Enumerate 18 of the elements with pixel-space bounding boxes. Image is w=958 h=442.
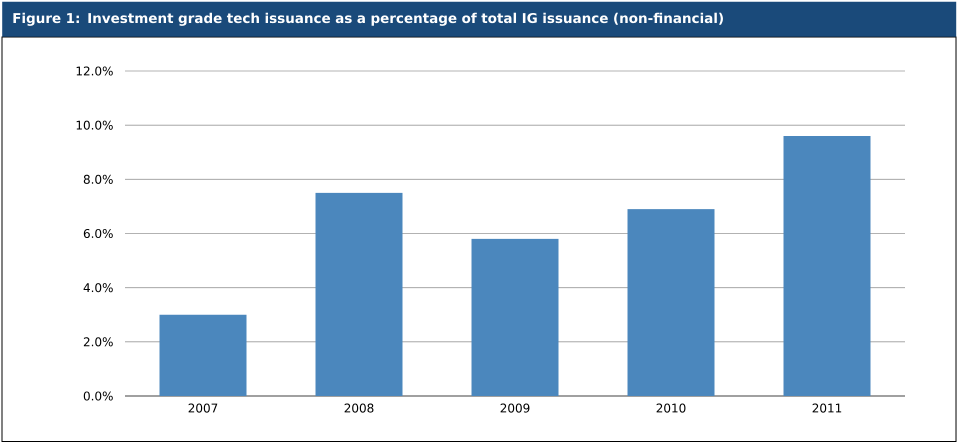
x-tick-label: 2011 xyxy=(812,404,842,413)
bar xyxy=(160,314,247,396)
bar xyxy=(784,136,871,396)
x-tick-label: 2008 xyxy=(344,404,374,413)
y-tick-label: 4.0% xyxy=(84,283,113,292)
y-tick-label: 0.0% xyxy=(84,391,113,401)
chart-title: Figure 1: Investment grade tech issuance as a percentage of total IG issuance (non-financial) xyxy=(13,12,723,26)
y-tick-label: 6.0% xyxy=(84,228,113,238)
y-tick-label: 10.0% xyxy=(76,120,113,130)
bar xyxy=(472,238,559,396)
bar xyxy=(628,209,715,396)
y-tick-label: 2.0% xyxy=(84,337,113,346)
x-tick-label: 2009 xyxy=(500,404,530,413)
x-tick-label: 2007 xyxy=(188,404,218,413)
bar xyxy=(316,192,403,396)
x-tick-label: 2010 xyxy=(656,404,686,413)
y-tick-label: 12.0% xyxy=(76,66,113,76)
y-tick-label: 8.0% xyxy=(84,174,113,184)
